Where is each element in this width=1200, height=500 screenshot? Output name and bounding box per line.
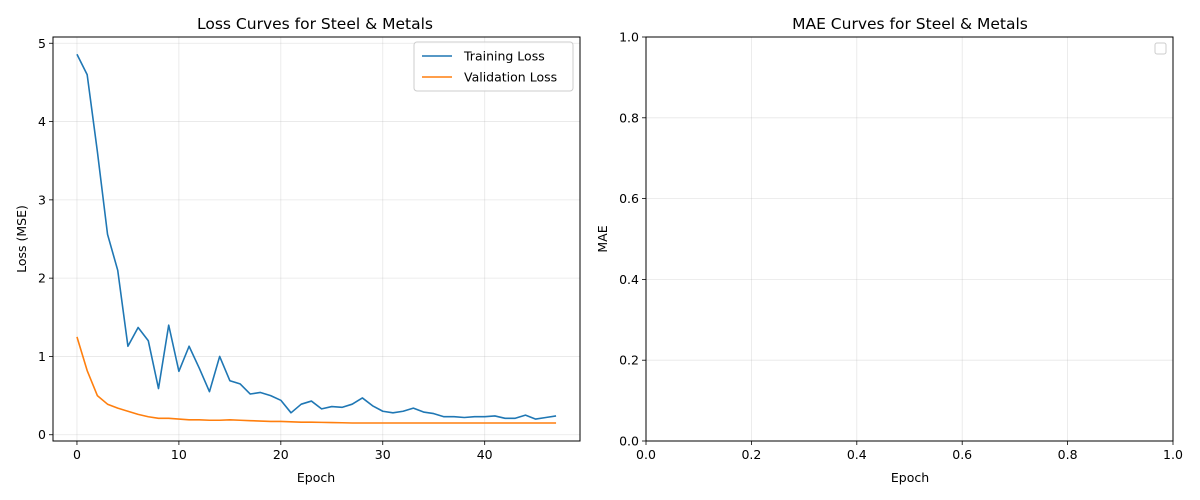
y-tick-label: 0.4 [619, 272, 639, 287]
mae-chart-grid [645, 36, 1174, 442]
x-tick-label: 0.0 [636, 447, 656, 462]
mae-chart-plot-frame [645, 36, 1174, 442]
loss-chart-y-ticks: 0 1 2 3 4 5 [38, 36, 53, 442]
x-tick-label: 0.4 [847, 447, 867, 462]
loss-chart-title: Loss Curves for Steel & Metals [197, 15, 433, 33]
x-tick-label: 0.2 [741, 447, 761, 462]
y-tick-label: 0 [38, 427, 46, 442]
x-tick-label: 0.6 [952, 447, 972, 462]
y-tick-label: 4 [38, 114, 46, 129]
loss-chart-lines [76, 53, 557, 424]
mae-chart-y-label: MAE [595, 225, 610, 252]
x-tick-label: 1.0 [1163, 447, 1183, 462]
loss-chart-x-ticks: 0 10 20 30 40 [73, 441, 493, 462]
series-line-training-loss [76, 53, 557, 420]
legend-label-training-loss: Training Loss [463, 49, 545, 64]
mae-chart-legend-box [1154, 42, 1167, 55]
x-tick-label: 30 [375, 447, 391, 462]
mae-chart: MAE Curves for Steel & Metals 0.0 0.2 0.4 0… [595, 15, 1183, 485]
mae-chart-y-ticks: 0.0 0.2 0.4 0.6 0.8 1.0 [619, 30, 646, 449]
x-tick-label: 0 [73, 447, 81, 462]
loss-chart-y-label: Loss (MSE) [14, 205, 29, 273]
y-tick-label: 1 [38, 349, 46, 364]
y-tick-label: 0.6 [619, 191, 639, 206]
mae-chart-x-label: Epoch [891, 470, 929, 485]
y-tick-label: 5 [38, 36, 46, 51]
y-tick-label: 0.0 [619, 434, 639, 449]
y-tick-label: 2 [38, 271, 46, 286]
x-tick-label: 40 [477, 447, 493, 462]
y-tick-label: 0.8 [619, 110, 639, 125]
x-tick-label: 0.8 [1058, 447, 1078, 462]
legend-label-validation-loss: Validation Loss [464, 70, 557, 85]
y-tick-label: 1.0 [619, 30, 639, 45]
loss-chart: Loss Curves for Steel & Metals 0 10 20 30 40… [14, 15, 581, 485]
series-line-validation-loss [76, 336, 557, 424]
loss-chart-x-label: Epoch [297, 470, 335, 485]
loss-chart-legend-box [413, 41, 574, 92]
y-tick-label: 0.2 [619, 353, 639, 368]
loss-chart-plot-frame [52, 36, 581, 442]
y-tick-label: 3 [38, 192, 46, 207]
mae-chart-title: MAE Curves for Steel & Metals [792, 15, 1028, 33]
loss-chart-grid [53, 37, 580, 441]
loss-chart-legend: Training Loss Validation Loss [413, 41, 574, 92]
x-tick-label: 10 [171, 447, 187, 462]
x-tick-label: 20 [273, 447, 289, 462]
mae-chart-x-ticks: 0.0 0.2 0.4 0.6 0.8 1.0 [636, 441, 1183, 462]
